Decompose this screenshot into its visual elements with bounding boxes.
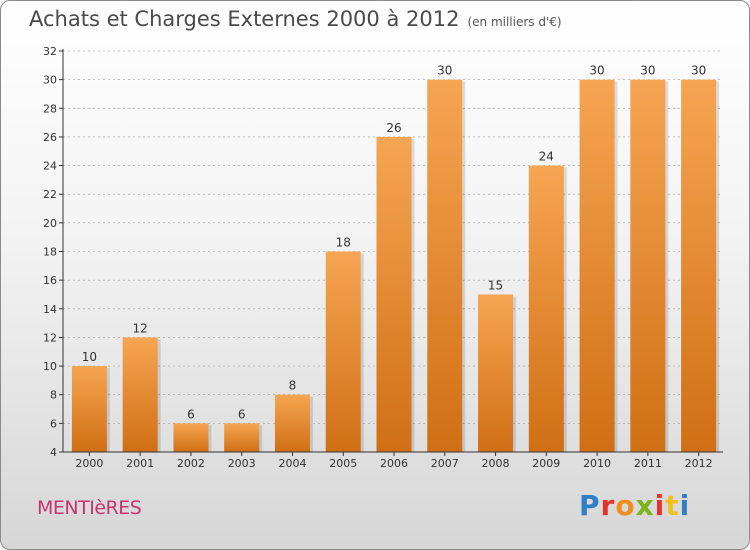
y-tick-label: 8: [50, 389, 57, 402]
data-label-2003: 6: [238, 407, 246, 421]
data-label-2010: 30: [589, 64, 604, 78]
y-tick-label: 6: [50, 417, 57, 430]
data-label-2006: 26: [386, 121, 401, 135]
data-label-2008: 15: [488, 278, 503, 292]
axes: [62, 49, 723, 453]
x-tick-label-2005: 2005: [329, 457, 357, 470]
logo-letter: r: [600, 489, 616, 522]
x-tick-label-2000: 2000: [75, 457, 103, 470]
x-tick-label-2011: 2011: [634, 457, 662, 470]
y-tick-label: 26: [43, 131, 57, 144]
bar-2006[interactable]: [376, 136, 412, 452]
data-label-2009: 24: [539, 150, 554, 164]
y-tick-label: 24: [43, 160, 57, 173]
tick-labels: 4 6 8 10 12 14 16 18 20 22 24 26 28 30 32 2000 2001 2002 2…: [43, 45, 713, 470]
bars: [71, 79, 720, 453]
data-label-2002: 6: [187, 407, 195, 421]
x-tick-label-2008: 2008: [482, 457, 510, 470]
data-label-2001: 12: [133, 321, 148, 335]
x-tick-label-2003: 2003: [228, 457, 256, 470]
chart-title: Achats et Charges Externes 2000 à 2012 (e…: [29, 7, 562, 31]
y-tick-label: 18: [43, 246, 57, 259]
data-label-2012: 30: [691, 64, 706, 78]
x-tick-label-2009: 2009: [532, 457, 560, 470]
y-tick-label: 28: [43, 102, 57, 115]
data-label-2007: 30: [437, 64, 452, 78]
bar-2004[interactable]: [274, 394, 310, 452]
x-tick-label-2006: 2006: [380, 457, 408, 470]
x-tick-label-2004: 2004: [278, 457, 306, 470]
bar-2009[interactable]: [528, 165, 564, 453]
bar-2005[interactable]: [325, 251, 361, 453]
y-tick-label: 4: [50, 446, 57, 459]
y-tick-label: 30: [43, 74, 57, 87]
x-tick-label-2002: 2002: [177, 457, 205, 470]
bar-2007[interactable]: [427, 79, 463, 453]
x-tick-label-2007: 2007: [431, 457, 459, 470]
x-tick-label-2001: 2001: [126, 457, 154, 470]
x-tick-label-2012: 2012: [685, 457, 713, 470]
bar-2002[interactable]: [173, 423, 209, 452]
logo-letter: t: [665, 489, 680, 522]
proxiti-logo[interactable]: Proxiti: [579, 489, 690, 522]
y-tick-label: 12: [43, 331, 57, 344]
town-name: MENTIèRES: [37, 497, 142, 519]
y-tick-label: 16: [43, 274, 57, 287]
logo-letter: x: [635, 489, 655, 522]
logo-letter: i: [679, 489, 691, 522]
bar-2008[interactable]: [478, 294, 514, 452]
bar-2000[interactable]: [71, 366, 107, 452]
chart-subtitle: (en milliers d'€): [467, 15, 562, 29]
data-labels: 10 12 6 6 8 18 26 30 15 24 30 30 30: [82, 64, 707, 422]
y-tick-label: 32: [43, 45, 57, 58]
y-tick-label: 10: [43, 360, 57, 373]
logo-letter: P: [579, 489, 601, 522]
bar-2010[interactable]: [579, 79, 615, 453]
logo-letter: i: [654, 489, 666, 522]
data-label-2004: 8: [289, 379, 297, 393]
bar-2001[interactable]: [122, 337, 158, 452]
data-label-2000: 10: [82, 350, 97, 364]
x-tick-label-2010: 2010: [583, 457, 611, 470]
logo-letter: o: [615, 489, 636, 522]
data-label-2005: 18: [336, 236, 351, 250]
y-tick-label: 20: [43, 217, 57, 230]
data-label-2011: 30: [640, 64, 655, 78]
bar-2012[interactable]: [681, 79, 717, 453]
y-tick-label: 22: [43, 188, 57, 201]
bar-2003[interactable]: [224, 423, 260, 452]
bar-2011[interactable]: [630, 79, 666, 453]
chart-title-text: Achats et Charges Externes 2000 à 2012: [29, 7, 460, 31]
y-tick-label: 14: [43, 303, 57, 316]
